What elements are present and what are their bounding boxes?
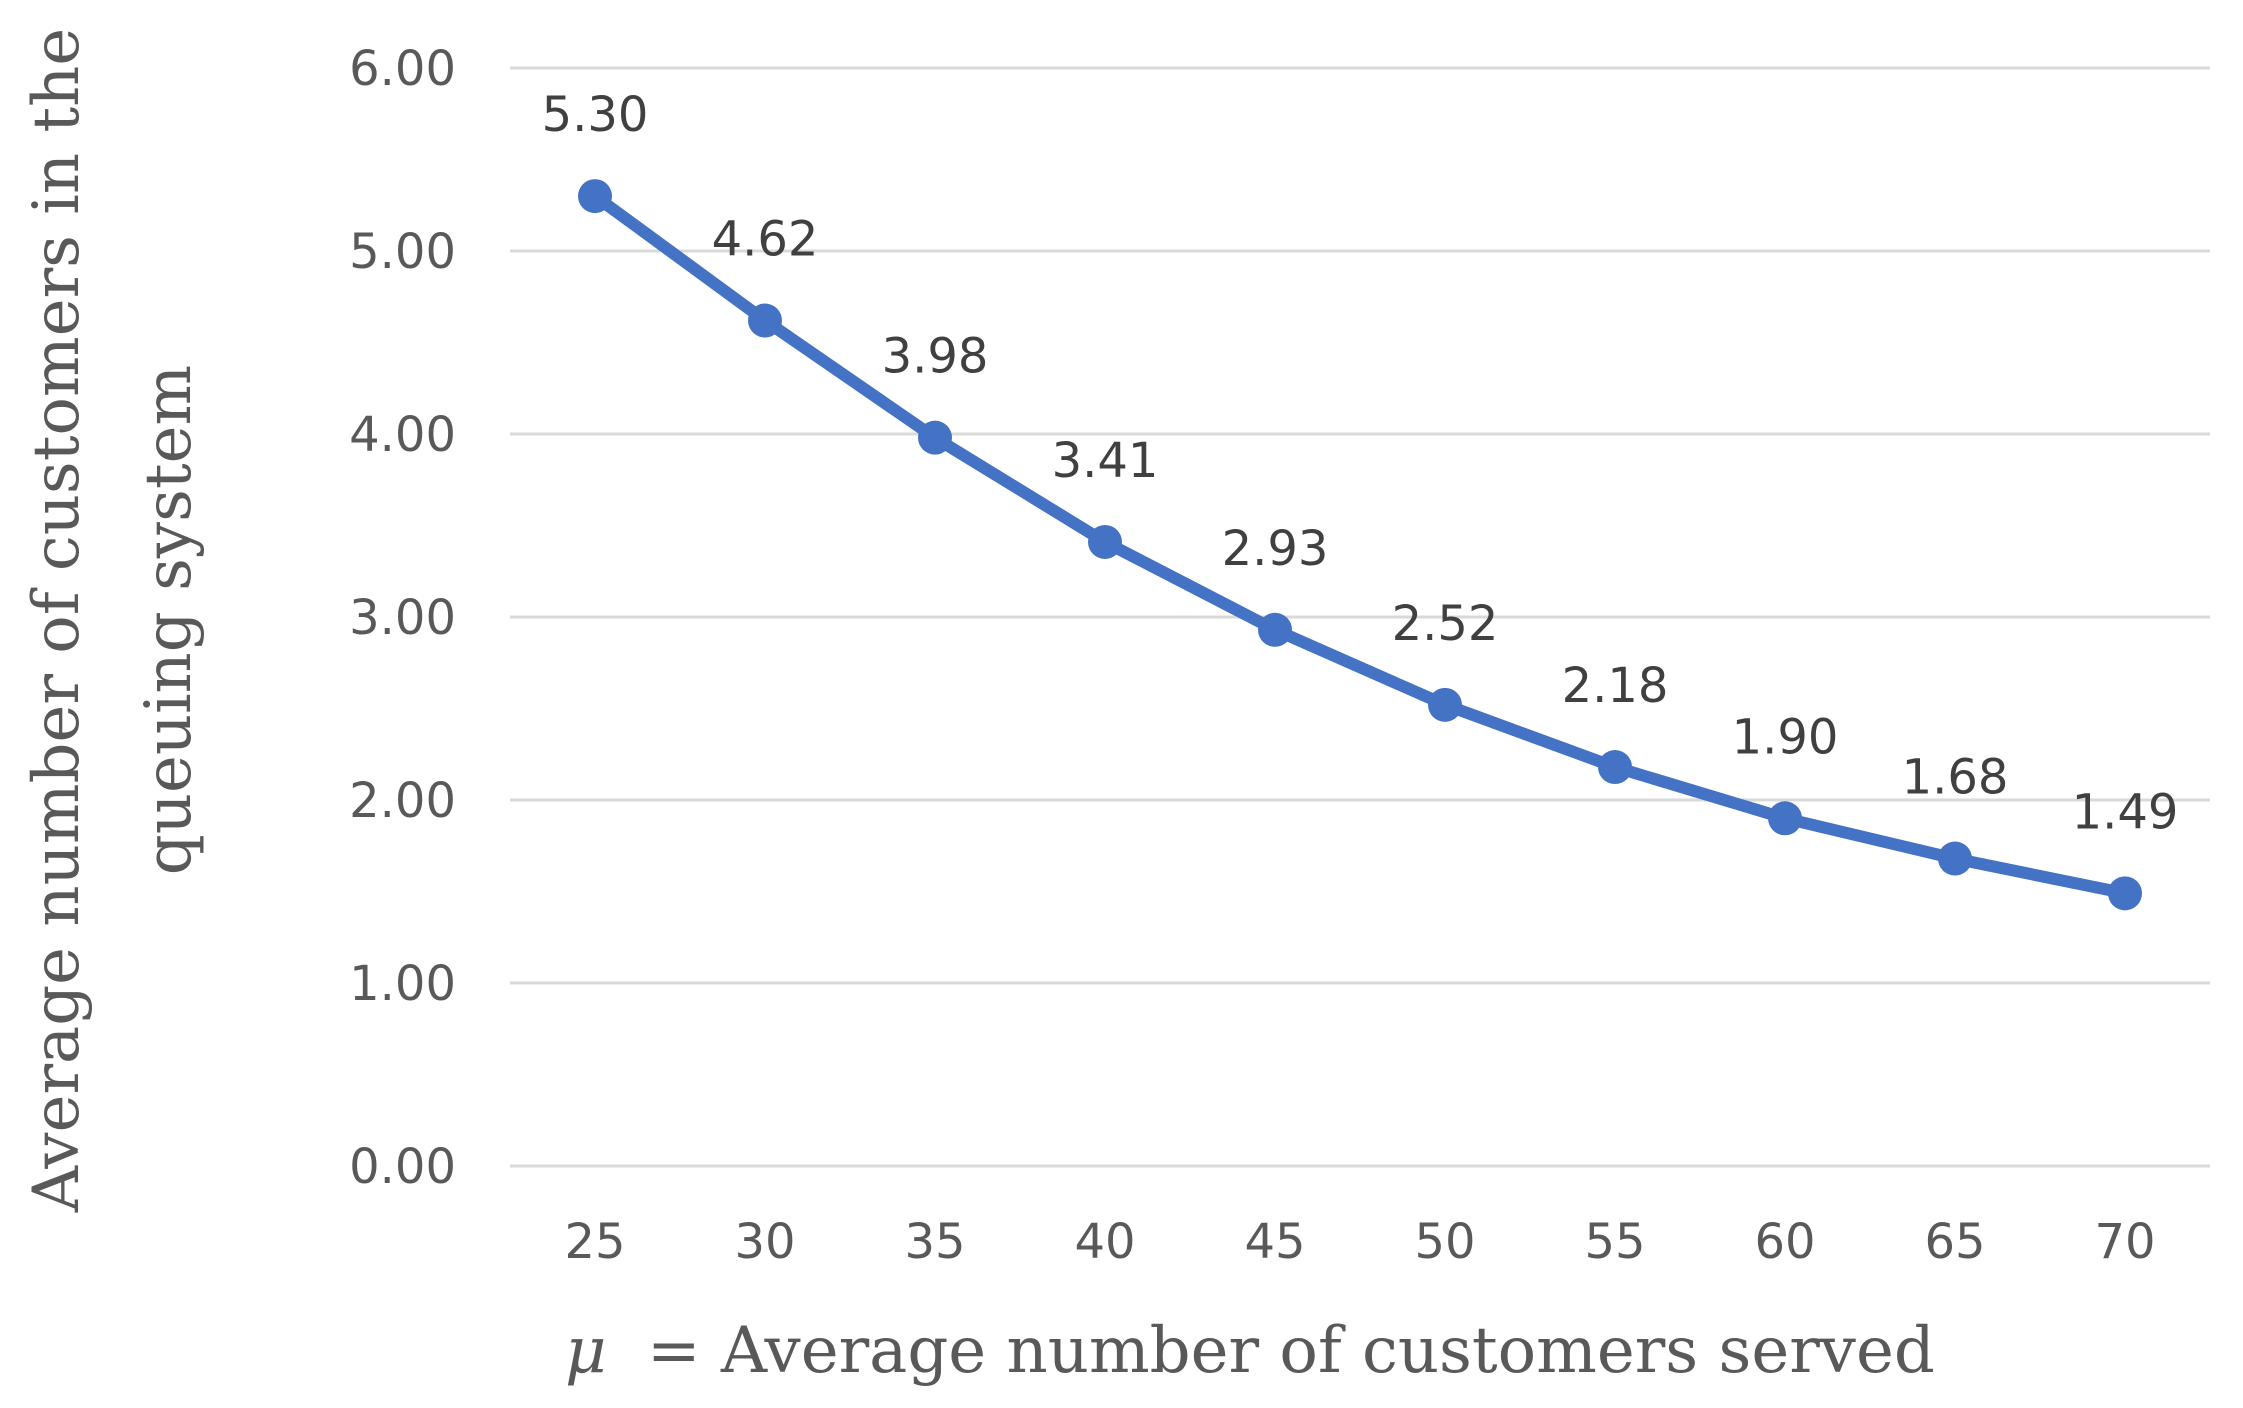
data-label: 3.98: [882, 329, 989, 385]
data-point: [1598, 750, 1632, 785]
data-label: 4.62: [712, 212, 819, 268]
x-tick-label: 70: [2094, 1214, 2155, 1270]
data-point: [918, 420, 952, 455]
x-axis-title-text: = Average number of customers served: [627, 1314, 1935, 1388]
data-point: [1088, 524, 1122, 559]
data-point: [1938, 841, 1972, 876]
data-point: [2108, 876, 2142, 911]
x-tick-label: 35: [904, 1214, 965, 1270]
data-label: 1.49: [2072, 784, 2179, 840]
y-axis-title-line-2: queuing system: [132, 365, 206, 875]
y-tick-label: 4.00: [349, 407, 456, 463]
data-labels: 5.30 4.62 3.98 3.41 2.93 2.52 2.18 1.90 1.68 1.49: [542, 87, 2179, 840]
y-tick-label: 5.00: [349, 224, 456, 280]
gridlines: [510, 66, 2210, 1168]
y-tick-label: 6.00: [349, 41, 456, 97]
y-tick-label: 2.00: [349, 773, 456, 829]
data-label: 3.41: [1052, 433, 1159, 489]
y-axis-title-line-1: Average number of customers in the: [20, 28, 94, 1213]
x-tick-label: 60: [1754, 1214, 1815, 1270]
series-line: [589, 190, 2131, 900]
data-label: 1.68: [1902, 750, 2009, 806]
x-tick-label: 65: [1924, 1214, 1985, 1270]
data-point: [1258, 612, 1292, 647]
data-label: 2.18: [1562, 658, 1669, 714]
y-axis-tick-labels: 0.00 1.00 2.00 3.00 4.00 5.00 6.00: [349, 41, 456, 1195]
data-label: 2.52: [1392, 596, 1499, 652]
x-tick-label: 55: [1584, 1214, 1645, 1270]
y-tick-label: 1.00: [349, 956, 456, 1012]
data-label: 2.93: [1222, 521, 1329, 577]
data-point: [1428, 687, 1462, 722]
y-tick-label: 3.00: [349, 590, 456, 646]
x-tick-label: 45: [1244, 1214, 1305, 1270]
x-tick-label: 40: [1074, 1214, 1135, 1270]
data-point: [1768, 801, 1802, 836]
data-point: [578, 179, 612, 214]
mu-symbol: μ: [565, 1314, 607, 1388]
series-layer: [589, 190, 2131, 900]
y-tick-label: 0.00: [349, 1139, 456, 1195]
data-label: 1.90: [1732, 709, 1839, 765]
x-tick-label: 25: [564, 1214, 625, 1270]
data-point: [748, 303, 782, 338]
x-tick-label: 30: [734, 1214, 795, 1270]
x-axis-tick-labels: 25 30 35 40 45 50 55 60 65 70: [564, 1214, 2155, 1270]
x-axis-title: μ = Average number of customers served: [565, 1314, 1935, 1388]
data-label: 5.30: [542, 87, 649, 143]
data-points: [578, 179, 2142, 911]
x-tick-label: 50: [1414, 1214, 1475, 1270]
